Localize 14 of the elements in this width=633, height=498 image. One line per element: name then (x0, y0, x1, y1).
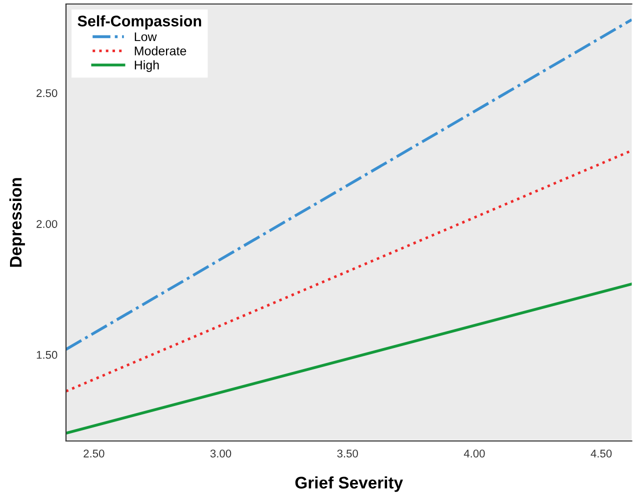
x-axis-title: Grief Severity (295, 476, 403, 492)
legend-label: High (134, 60, 159, 72)
legend-label: Moderate (134, 46, 186, 56)
x-tick-label: 3.00 (210, 450, 232, 458)
y-tick-label: 2.00 (36, 220, 58, 228)
legend-title: Self-Compassion (78, 15, 202, 30)
x-tick-label: 3.50 (337, 450, 358, 458)
legend-label: Low (134, 32, 157, 42)
y-tick-label: 1.50 (36, 350, 58, 359)
y-axis-title: Depression (9, 178, 25, 267)
x-tick-label: 4.00 (464, 450, 485, 458)
x-tick-label: 4.50 (590, 450, 612, 458)
x-tick-label: 2.50 (84, 450, 104, 458)
y-tick-label: 2.50 (36, 89, 58, 98)
